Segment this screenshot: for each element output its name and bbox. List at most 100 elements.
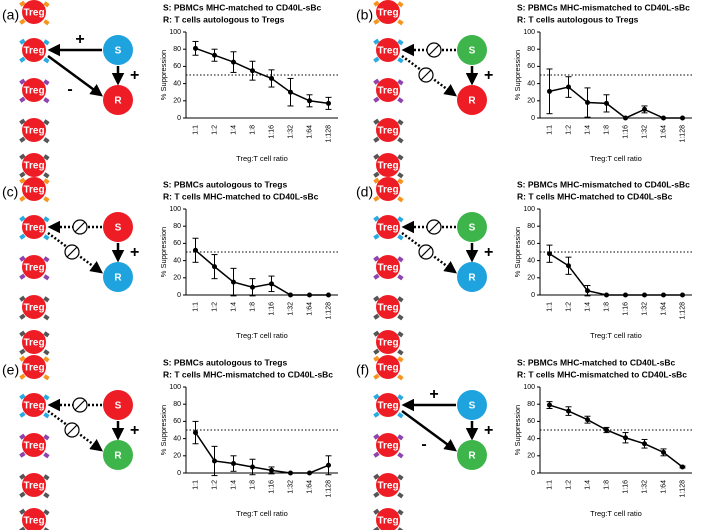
cell-receptor [43, 274, 50, 281]
treg-label: Treg [377, 263, 398, 274]
cell-receptor [373, 177, 380, 184]
chart: S: PBMCs MHC-mismatched to CD40L-sBc R: T… [513, 2, 692, 163]
treg-label: Treg [377, 86, 398, 97]
y-tick-label: 100 [169, 384, 181, 391]
chart-subtitle: R: T cells autologous to Tregs [163, 14, 285, 24]
cell-receptor [373, 0, 380, 7]
cell-receptor [43, 474, 50, 481]
cell-receptor [43, 434, 50, 441]
treg-label: Treg [23, 126, 44, 137]
data-point [288, 89, 293, 95]
y-axis-label: % Suppression [159, 50, 168, 100]
sign: + [484, 422, 493, 439]
cell-receptor [19, 177, 26, 184]
y-tick-label: 0 [531, 470, 535, 477]
cell-receptor [19, 313, 26, 320]
y-tick-label: 40 [173, 435, 181, 442]
x-tick-label: 1:16 [622, 125, 629, 139]
responder-cell [457, 262, 487, 292]
data-point [604, 292, 609, 298]
x-tick-label: 1:4 [230, 480, 237, 490]
inhibit-icon [428, 44, 440, 56]
cell-receptor [373, 78, 380, 85]
arrow [401, 409, 458, 452]
treg-cell [22, 153, 46, 177]
treg-label: Treg [377, 363, 398, 374]
treg-label: Treg [23, 363, 44, 374]
x-tick-label: 1:4 [584, 302, 591, 312]
data-point [604, 427, 609, 433]
x-tick-label: 1:8 [603, 302, 610, 312]
panel-letter: (a) [2, 7, 19, 23]
cell-receptor [43, 19, 50, 26]
chart-subtitle: R: T cells MHC-mismatched to CD40L-sBc [163, 369, 333, 379]
data-point [326, 462, 331, 468]
treg-cell [376, 153, 400, 177]
x-tick-label: 1:8 [603, 125, 610, 135]
x-tick-label: 1:4 [230, 302, 237, 312]
chart-subtitle: R: T cells autologous to Tregs [517, 14, 639, 24]
panel-letter: (b) [356, 7, 373, 23]
cell-receptor [397, 374, 404, 381]
x-tick-label: 1:1 [192, 480, 199, 490]
data-point [288, 292, 293, 298]
y-tick-label: 100 [523, 206, 535, 213]
sign: - [421, 436, 426, 453]
sign: + [429, 386, 438, 403]
panel: (d) Treg Treg Treg Treg Treg + S R [356, 177, 493, 356]
data-point [307, 470, 312, 476]
treg-cell [376, 393, 400, 417]
data-point [661, 115, 666, 121]
y-tick-label: 80 [527, 223, 535, 230]
treg-cell [376, 295, 400, 319]
x-axis-label: Treg:T cell ratio [590, 154, 642, 163]
data-point [250, 284, 255, 290]
data-point [212, 458, 217, 464]
treg-cell [376, 433, 400, 457]
treg-cell [22, 78, 46, 102]
sign: + [130, 67, 139, 84]
x-tick-label: 1:4 [584, 480, 591, 490]
cell-receptor [373, 508, 380, 515]
inhibit-icon [420, 69, 432, 81]
x-tick-label: 1:2 [211, 125, 218, 135]
cell-receptor [19, 355, 26, 362]
cell-receptor [43, 178, 50, 185]
data-point [623, 115, 628, 121]
y-tick-label: 100 [523, 29, 535, 36]
x-tick-label: 1:64 [306, 302, 313, 316]
cell-receptor [43, 349, 50, 356]
panel: (c) Treg Treg Treg Treg Treg + S R [2, 177, 139, 356]
treg-cell [22, 508, 46, 530]
y-tick-label: 20 [527, 98, 535, 105]
responder-cell [457, 440, 487, 470]
cell-receptor [373, 215, 380, 222]
chart-subtitle: R: T cells MHC-matched to CD40L-sBc [517, 191, 673, 201]
chart-title: S: PBMCs MHC-matched to CD40L-sBc [163, 2, 321, 12]
cell-receptor [19, 195, 26, 202]
cell-receptor [373, 295, 380, 302]
treg-label: Treg [23, 185, 44, 196]
stimulator-cell [457, 212, 487, 242]
responder-cell [103, 262, 133, 292]
cell-receptor [397, 314, 404, 321]
x-tick-label: 1:8 [249, 125, 256, 135]
panel: (a) Treg Treg Treg Treg Treg + - + S R [2, 0, 139, 179]
data-point [193, 247, 198, 253]
cell-receptor [19, 215, 26, 222]
y-tick-label: 80 [173, 401, 181, 408]
x-tick-label: 1:1 [546, 480, 553, 490]
x-tick-label: 1:8 [603, 480, 610, 490]
treg-cell [376, 473, 400, 497]
x-tick-label: 1:8 [249, 302, 256, 312]
treg-label: Treg [23, 401, 44, 412]
x-axis-label: Treg:T cell ratio [590, 331, 642, 340]
data-point [623, 435, 628, 441]
cell-receptor [373, 56, 380, 63]
panel-letter: (d) [356, 184, 373, 200]
treg-cell [22, 38, 46, 62]
cell-receptor [373, 473, 380, 480]
x-tick-label: 1:4 [230, 125, 237, 135]
y-tick-label: 0 [531, 115, 535, 122]
treg-label: Treg [377, 303, 398, 314]
